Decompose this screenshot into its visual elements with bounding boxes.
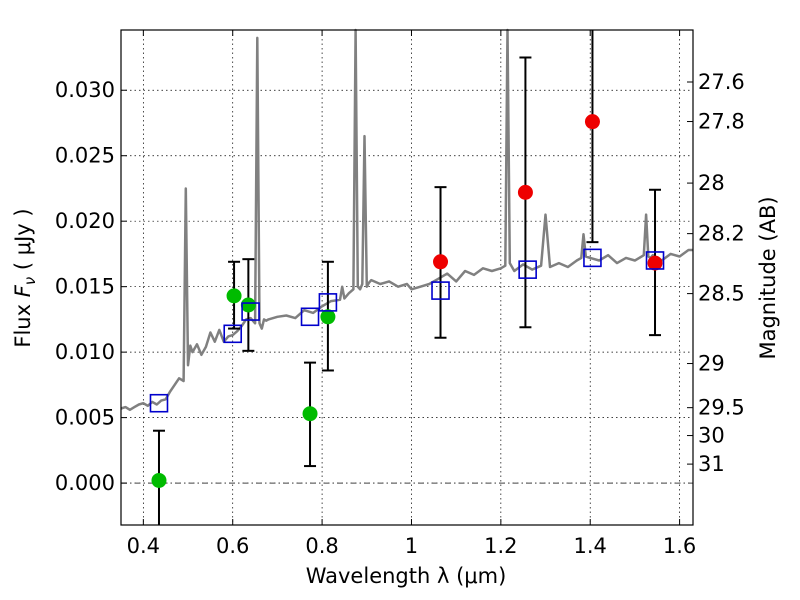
green-flux-point	[240, 297, 256, 313]
x-tick-label: 0.8	[305, 534, 338, 558]
green-flux-point	[226, 288, 242, 304]
x-tick-label: 1.2	[484, 534, 517, 558]
red-flux-point	[433, 254, 449, 270]
y-tick-label: 0.020	[55, 209, 115, 233]
model-square	[583, 248, 602, 268]
x-tick-label: 1.4	[574, 534, 607, 558]
point-layer	[151, 114, 663, 488]
y-tick-label: 0.015	[55, 275, 115, 299]
tick-marks	[121, 30, 693, 525]
magnitude-tick-labels: 27.6 27.8 28 28.2 28.5 29 29.5 30 31	[698, 70, 745, 476]
x-tick-label: 1	[405, 534, 418, 558]
model-square	[518, 260, 537, 279]
y-tick-labels: 0.000 0.005 0.010 0.015 0.020 0.025 0.030	[55, 78, 115, 495]
y-tick-label: 0.010	[55, 340, 115, 364]
model-square-layer	[149, 248, 665, 413]
magnitude-tick-label: 30	[698, 424, 725, 448]
red-flux-point	[584, 114, 600, 130]
magnitude-tick-label: 28.2	[698, 222, 745, 246]
grid	[121, 30, 693, 525]
magnitude-tick-label: 28.5	[698, 282, 745, 306]
x-axis-label: Wavelength λ (μm)	[306, 564, 507, 588]
red-flux-point	[647, 255, 663, 271]
green-flux-point	[151, 472, 167, 488]
model-square	[431, 281, 450, 300]
y-tick-label: 0.005	[55, 406, 115, 430]
model-square	[645, 251, 665, 270]
model-square	[318, 293, 338, 312]
green-flux-point	[320, 309, 336, 325]
x-tick-label: 1.6	[663, 534, 696, 558]
plot-frame	[120, 29, 694, 526]
magnitude-axis-label: Magnitude (AB)	[756, 196, 780, 359]
red-flux-point	[517, 184, 533, 200]
magnitude-tick-label: 27.6	[698, 70, 745, 94]
magnitude-tick-label: 31	[698, 452, 725, 476]
model-square	[223, 324, 243, 344]
magnitude-tick-label: 27.8	[698, 110, 745, 134]
magnitude-tick-label: 29	[698, 352, 725, 376]
model-square	[300, 307, 320, 327]
y-axis-label: Flux Fν ( μJy )	[11, 208, 39, 347]
y-tick-label: 0.000	[55, 471, 115, 495]
model-square	[241, 302, 260, 321]
x-tick-label: 0.6	[216, 534, 249, 558]
y-tick-label: 0.025	[55, 144, 115, 168]
x-tick-labels: 0.4 0.6 0.8 1 1.2 1.4 1.6	[127, 534, 697, 558]
green-flux-point	[302, 406, 318, 422]
template-spectrum-layer	[120, 28, 693, 412]
model-square	[149, 393, 169, 413]
template-spectrum-line	[120, 28, 693, 412]
x-tick-label: 0.4	[127, 534, 160, 558]
magnitude-tick-label: 28	[698, 171, 725, 195]
y-tick-label: 0.030	[55, 78, 115, 102]
magnitude-tick-label: 29.5	[698, 396, 745, 420]
